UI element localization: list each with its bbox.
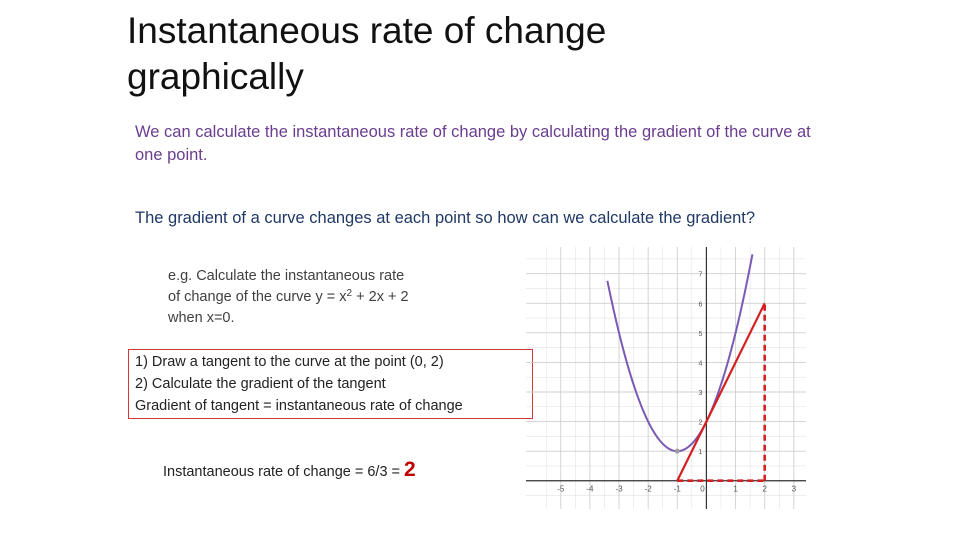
- example-line-2: of change of the curve y = x2 + 2x + 2: [168, 287, 458, 308]
- example-equation-prefix: of change of the curve y = x: [168, 289, 347, 305]
- y-tick-label: 6: [699, 301, 703, 308]
- example-line-1: e.g. Calculate the instantaneous rate: [168, 268, 405, 284]
- example-line-3: when x=0.: [168, 310, 235, 326]
- y-tick-label: 3: [699, 390, 703, 397]
- example-equation-suffix: + 2x + 2: [352, 289, 409, 305]
- example-block: e.g. Calculate the instantaneous rate of…: [168, 266, 458, 329]
- intro-text: We can calculate the instantaneous rate …: [135, 123, 811, 164]
- x-tick-label: -2: [645, 485, 653, 494]
- y-tick-label: 1: [699, 449, 703, 456]
- x-tick-label: 0: [700, 485, 705, 494]
- result-line: Instantaneous rate of change = 6/3 = 2: [163, 458, 483, 482]
- y-tick-label: 2: [699, 420, 703, 427]
- step-2: 2) Calculate the gradient of the tangent: [135, 376, 386, 392]
- slide-title: Instantaneous rate of change graphically: [127, 10, 607, 97]
- x-tick-label: 1: [733, 485, 738, 494]
- vertex-point: [674, 448, 680, 454]
- x-tick-label: -1: [674, 485, 682, 494]
- question-text: The gradient of a curve changes at each …: [135, 209, 756, 227]
- x-tick-label: -3: [615, 485, 623, 494]
- parabola-curve: [606, 254, 754, 453]
- x-tick-label: -5: [557, 485, 565, 494]
- result-label: Instantaneous rate of change = 6/3 =: [163, 464, 401, 480]
- y-tick-label: 4: [699, 360, 703, 367]
- tangent-line: [676, 302, 766, 482]
- x-tick-label: 2: [762, 485, 767, 494]
- y-tick-label: 5: [699, 331, 703, 338]
- result-value: 2: [404, 458, 416, 481]
- tangent-graph: -5 -4 -3 -2 -1 0 1 2 3 1 2 3 4 5 6 7: [526, 247, 806, 509]
- x-tick-label: -4: [586, 485, 594, 494]
- example-exponent: 2: [346, 288, 353, 299]
- x-tick-label: 3: [792, 485, 797, 494]
- y-tick-label: 7: [699, 272, 703, 279]
- step-1: 1) Draw a tangent to the curve at the po…: [135, 354, 444, 370]
- steps-box: 1) Draw a tangent to the curve at the po…: [128, 349, 533, 419]
- steps-conclusion: Gradient of tangent = instantaneous rate…: [135, 398, 463, 414]
